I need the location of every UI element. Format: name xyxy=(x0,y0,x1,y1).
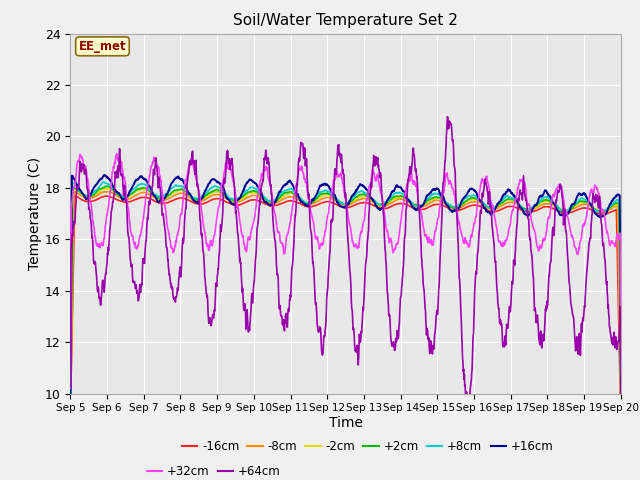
Y-axis label: Temperature (C): Temperature (C) xyxy=(28,157,42,270)
Legend: +32cm, +64cm: +32cm, +64cm xyxy=(142,461,285,480)
Title: Soil/Water Temperature Set 2: Soil/Water Temperature Set 2 xyxy=(233,13,458,28)
X-axis label: Time: Time xyxy=(328,416,363,430)
Text: EE_met: EE_met xyxy=(79,40,126,53)
